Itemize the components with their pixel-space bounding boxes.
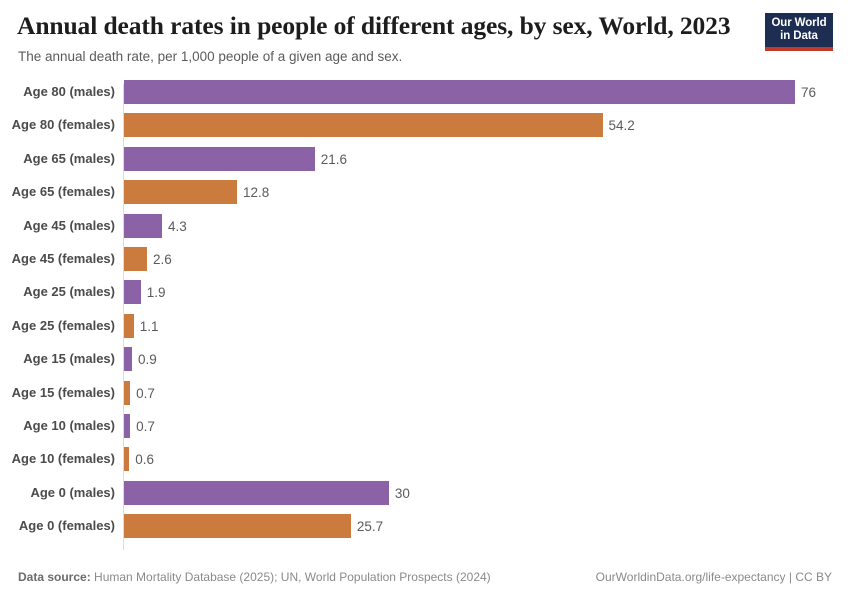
bar-category-label: Age 15 (females)	[11, 384, 115, 400]
bar-category-label: Age 25 (males)	[23, 284, 115, 300]
bar-value-label: 0.7	[136, 385, 155, 401]
data-source-prefix: Data source:	[18, 570, 91, 584]
bar-row[interactable]: Age 15 (females) 0.7	[0, 380, 850, 414]
bar-row[interactable]: Age 0 (males) 30	[0, 480, 850, 514]
bar-value-label: 76	[801, 85, 817, 100]
bar-category-label: Age 0 (males)	[30, 484, 115, 500]
bar-rows-container: Age 80 (males) 76 Age 80 (females) 54.2 Age …	[0, 80, 850, 547]
data-source-text: Human Mortality Database (2025); UN, Wor…	[90, 570, 491, 584]
bar-row[interactable]: Age 10 (females) 0.6	[0, 447, 850, 480]
bar-males[interactable]	[124, 347, 132, 372]
bar-females[interactable]	[124, 113, 603, 138]
bar-row[interactable]: Age 80 (females) 54.2	[0, 113, 850, 146]
bar-females[interactable]	[124, 447, 130, 472]
bar-category-label: Age 80 (males)	[23, 84, 115, 99]
y-axis-line	[123, 84, 124, 550]
bar-value-label: 0.7	[136, 418, 155, 434]
bar-females[interactable]	[124, 514, 351, 539]
bar-row[interactable]: Age 15 (males) 0.9	[0, 347, 850, 380]
bar-category-label: Age 15 (males)	[23, 351, 115, 367]
bar-value-label: 0.9	[137, 352, 157, 368]
bar-category-label: Age 65 (females)	[11, 184, 115, 200]
logo-line-1: Our World	[771, 16, 827, 29]
bar-row[interactable]: Age 10 (males) 0.7	[0, 413, 850, 447]
bar-row[interactable]: Age 65 (females) 12.8	[0, 180, 850, 213]
data-source: Data source: Human Mortality Database (2…	[18, 570, 491, 584]
bar-category-label: Age 10 (males)	[23, 417, 115, 433]
bar-category-label: Age 65 (males)	[23, 150, 115, 166]
bar-females[interactable]	[124, 246, 147, 271]
chart-header: Annual death rates in people of differen…	[0, 0, 850, 78]
bar-value-label: 30	[394, 485, 410, 501]
bar-females[interactable]	[124, 180, 237, 205]
bar-value-label: 12.8	[243, 185, 270, 201]
attribution-link[interactable]: OurWorldinData.org/life-expectancy | CC …	[595, 570, 832, 584]
bar-category-label: Age 45 (females)	[11, 250, 115, 266]
bar-category-label: Age 80 (females)	[11, 117, 115, 133]
bar-value-label: 25.7	[356, 519, 384, 535]
bar-males[interactable]	[124, 213, 162, 238]
bar-females[interactable]	[124, 380, 131, 405]
bar-males[interactable]	[124, 280, 141, 305]
bar-males[interactable]	[124, 80, 795, 104]
bar-row[interactable]: Age 65 (males) 21.6	[0, 146, 850, 180]
bar-category-label: Age 10 (females)	[11, 451, 115, 467]
page-title: Annual death rates in people of differen…	[17, 11, 731, 40]
bar-value-label: 21.6	[320, 151, 347, 167]
bar-value-label: 4.3	[167, 218, 187, 234]
bar-category-label: Age 25 (females)	[11, 317, 115, 333]
bar-value-label: 2.6	[152, 251, 172, 267]
chart-subtitle: The annual death rate, per 1,000 people …	[18, 49, 403, 64]
bar-row[interactable]: Age 80 (males) 76	[0, 80, 850, 113]
bar-row[interactable]: Age 45 (females) 2.6	[0, 246, 850, 280]
chart-footer: Data source: Human Mortality Database (2…	[0, 560, 850, 600]
bar-row[interactable]: Age 45 (males) 4.3	[0, 213, 850, 247]
bar-males[interactable]	[124, 146, 315, 171]
bar-value-label: 1.9	[146, 285, 166, 301]
bar-value-label: 1.1	[139, 318, 159, 334]
bar-value-label: 0.6	[135, 452, 155, 468]
bar-value-label: 54.2	[608, 118, 635, 134]
bar-category-label: Age 0 (females)	[18, 518, 115, 534]
bar-males[interactable]	[124, 413, 131, 438]
bar-category-label: Age 45 (males)	[23, 217, 115, 233]
bar-row[interactable]: Age 25 (males) 1.9	[0, 280, 850, 313]
bar-females[interactable]	[124, 313, 134, 338]
logo-line-2: in Data	[780, 29, 818, 42]
our-world-in-data-logo[interactable]: Our World in Data	[765, 13, 833, 51]
bar-chart: Age 80 (males) 76 Age 80 (females) 54.2 Age …	[0, 80, 850, 553]
bar-males[interactable]	[124, 480, 389, 505]
bar-row[interactable]: Age 0 (females) 25.7	[0, 514, 850, 547]
bar-row[interactable]: Age 25 (females) 1.1	[0, 313, 850, 347]
